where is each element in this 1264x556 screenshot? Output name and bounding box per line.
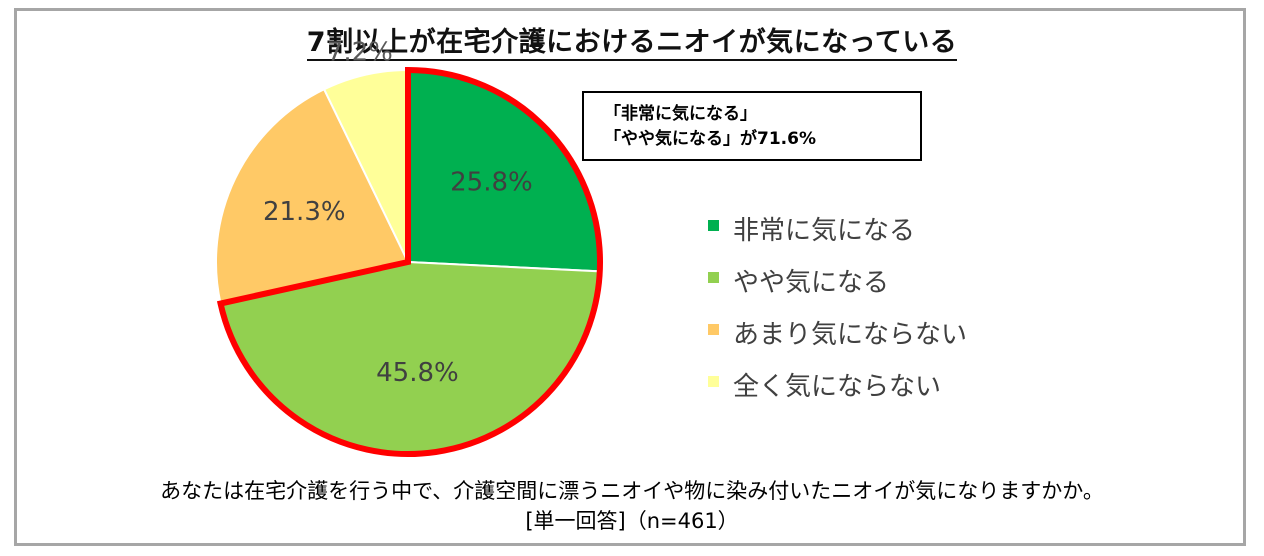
legend-label: 全く気にならない bbox=[733, 372, 942, 402]
legend-swatch bbox=[708, 376, 719, 387]
survey-question: あなたは在宅介護を行う中で、介護空間に漂うニオイや物に染み付いたニオイが気になり… bbox=[0, 476, 1264, 536]
pie-data-labels: 25.8% 45.8% 21.3% 7.2% bbox=[263, 37, 533, 388]
data-label-3: 21.3% bbox=[263, 197, 346, 227]
legend-label: あまり気にならない bbox=[733, 320, 968, 350]
pie-slices bbox=[215, 68, 601, 455]
data-label-2: 45.8% bbox=[376, 358, 459, 388]
legend-swatch bbox=[708, 272, 719, 283]
chart-title-text: 7割以上が在宅介護におけるニオイが気になっている bbox=[306, 27, 958, 61]
data-label-1: 25.8% bbox=[450, 168, 533, 198]
sample-info: [単一回答]（n=461） bbox=[525, 509, 739, 533]
highlight-outline bbox=[216, 66, 603, 457]
chart-title: 7割以上が在宅介護におけるニオイが気になっている bbox=[0, 20, 1264, 61]
legend-swatch bbox=[708, 220, 719, 231]
callout-box: 「非常に気になる」 「やや気になる」が71.6% bbox=[582, 91, 922, 161]
legend-label: やや気になる bbox=[733, 268, 890, 298]
callout-line-2: 「やや気になる」が71.6% bbox=[604, 129, 816, 149]
callout-line-1: 「非常に気になる」 bbox=[604, 104, 757, 124]
pie-slice-3 bbox=[215, 87, 410, 305]
legend-label: 非常に気になる bbox=[733, 216, 916, 246]
data-label-4: 7.2% bbox=[327, 37, 393, 67]
legend-swatch bbox=[708, 324, 719, 335]
chart-frame bbox=[14, 8, 1246, 546]
question-text: あなたは在宅介護を行う中で、介護空間に漂うニオイや物に染み付いたニオイが気になり… bbox=[160, 479, 1104, 503]
